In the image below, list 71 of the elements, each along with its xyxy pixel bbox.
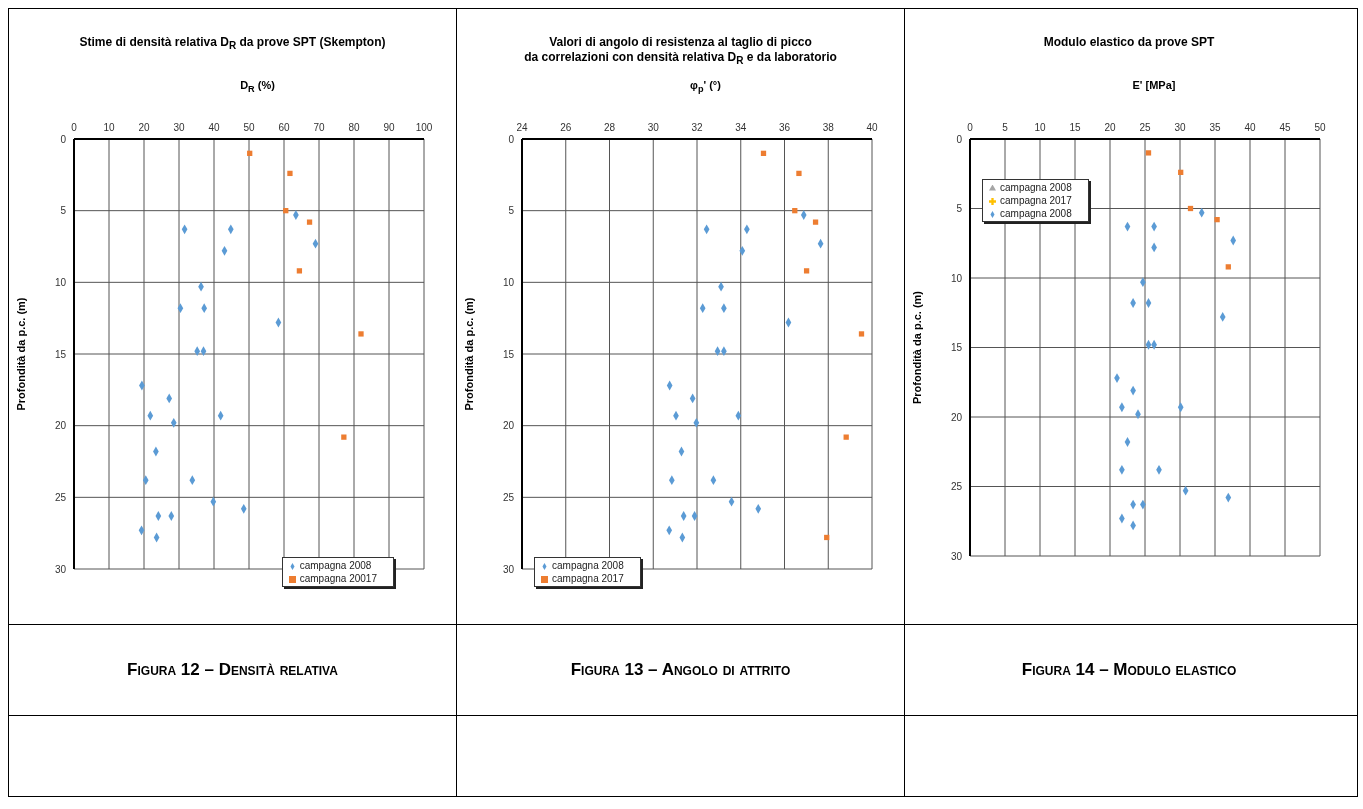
y-tick-label: 25 [950, 481, 963, 493]
text: Figura 13 – Angolo di attrito [570, 660, 791, 680]
chart-title: Modulo elastico da prove SPT [1042, 35, 1216, 50]
x-axis-title: E' [MPa] [1131, 79, 1177, 91]
x-tick-label: 45 [1279, 122, 1291, 133]
y-tick-label: 0 [60, 133, 67, 145]
x-tick-label: 35 [1209, 122, 1221, 133]
x-tick-label: 32 [691, 122, 703, 133]
y-axis-title: Profondità da p.c. (m) [462, 297, 475, 411]
x-tick-label: 30 [173, 122, 185, 133]
x-tick-label: 0 [71, 122, 78, 133]
x-tick-label: 40 [866, 122, 878, 133]
x-tick-label: 100 [415, 122, 433, 133]
y-tick-label: 0 [956, 133, 963, 145]
x-tick-label: 70 [313, 122, 325, 133]
x-tick-label: 5 [1002, 122, 1009, 133]
x-tick-label: 24 [516, 122, 528, 133]
y-tick-label: 10 [54, 276, 67, 288]
y-tick-label: 5 [60, 205, 67, 217]
legend-label: campagna 2008 [1000, 182, 1072, 193]
x-tick-label: 38 [822, 122, 835, 133]
x-tick-label: 40 [208, 122, 220, 133]
x-tick-label: 30 [1174, 122, 1186, 133]
y-axis-title: Profondità da p.c. (m) [910, 290, 923, 405]
chart-title: Valori di angolo di resistenza al taglio di picco da correlazioni con densità relativa D$_{R}$ e da laboratorio [523, 35, 838, 69]
legend-label: campagna 2017 [1000, 195, 1072, 206]
legend-label: campagna 2017 [552, 573, 624, 584]
y-tick-label: 20 [950, 411, 963, 423]
x-axis-title: φ$_{p}$' (°) [689, 79, 722, 95]
y-tick-label: 15 [950, 342, 963, 354]
y-tick-label: 10 [950, 272, 963, 284]
x-tick-label: 34 [735, 122, 747, 133]
y-tick-label: 25 [54, 491, 67, 503]
x-tick-label: 0 [967, 122, 974, 133]
x-tick-label: 20 [1104, 122, 1116, 133]
y-tick-label: 30 [502, 563, 515, 575]
x-tick-label: 36 [778, 122, 791, 133]
x-tick-label: 30 [647, 122, 660, 133]
x-tick-label: 60 [278, 122, 290, 133]
x-tick-label: 26 [560, 122, 572, 133]
y-tick-label: 15 [54, 348, 67, 360]
y-axis-title: Profondità da p.c. (m) [14, 297, 27, 411]
x-axis-title: D$_{R}$ (%) [239, 79, 276, 95]
chart-title: Stime di densità relativa D$_{R}$ da prove SPT (Skempton) [78, 35, 387, 54]
legend-label: campagna 2008 [299, 560, 372, 571]
x-tick-label: 10 [1034, 122, 1046, 133]
legend-label: campagna 2008 [552, 560, 624, 571]
legend-label: campagna 20017 [299, 573, 377, 584]
x-tick-label: 90 [383, 122, 395, 133]
y-tick-label: 5 [956, 203, 963, 215]
x-tick-label: 10 [103, 122, 115, 133]
x-tick-label: 15 [1069, 122, 1081, 133]
x-tick-label: 25 [1139, 122, 1151, 133]
y-tick-label: 0 [508, 133, 515, 145]
y-tick-label: 30 [54, 563, 67, 575]
x-tick-label: 50 [243, 122, 255, 133]
y-tick-label: 20 [54, 420, 67, 432]
x-tick-label: 80 [348, 122, 360, 133]
y-tick-label: 25 [502, 491, 515, 503]
x-tick-label: 50 [1314, 122, 1326, 133]
text: Figura 14 – Modulo elastico [1021, 660, 1237, 680]
y-tick-label: 5 [508, 205, 515, 217]
y-tick-label: 10 [502, 276, 515, 288]
y-tick-label: 15 [502, 348, 515, 360]
y-tick-label: 20 [502, 420, 515, 432]
y-tick-label: 30 [950, 550, 963, 562]
x-tick-label: 40 [1244, 122, 1256, 133]
x-tick-label: 28 [603, 122, 616, 133]
legend-label: campagna 2008 [1000, 208, 1072, 219]
text: Figura 12 – Densità relativa [127, 660, 338, 680]
x-tick-label: 20 [138, 122, 150, 133]
